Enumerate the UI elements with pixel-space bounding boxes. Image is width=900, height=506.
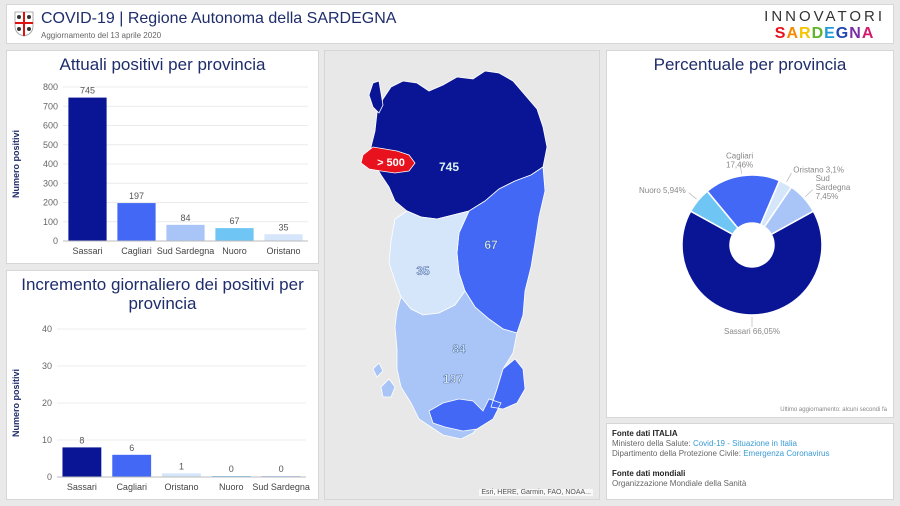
source-label: Ministero della Salute: [612,439,691,448]
y-tick-label: 10 [42,435,52,445]
x-tick-label: Nuoro [222,246,247,256]
bar-oristano[interactable] [264,234,303,241]
y-tick-label: 200 [43,198,58,208]
dashboard-header: COVID-19 | Regione Autonoma della SARDEG… [6,4,894,44]
data-label: 8 [79,435,84,445]
x-tick-label: Cagliari [116,482,147,492]
y-axis-label: Numero positivi [11,130,21,198]
x-tick-label: Sud Sardegna [157,246,215,256]
slice-label: 17,46% [726,160,753,169]
sardinia-map[interactable]: > 500 745 67 35 84 197 Esri, HERE, Garmi… [324,50,600,500]
map-label-nuoro: 67 [484,238,498,252]
bar-sassari[interactable] [62,447,102,477]
bar-sassari[interactable] [68,97,107,242]
source-label: Dipartimento della Protezione Civile: [612,449,741,458]
source-link-protezione-civile[interactable]: Emergenza Coronavirus [743,449,830,458]
slice-leader-line [805,189,813,197]
map-region-asinara [368,80,384,114]
bar-cagliari[interactable] [117,203,156,241]
map-hotspot[interactable] [360,146,416,174]
map-island-san-pietro [372,362,384,378]
map-region-cagliari[interactable] [428,358,526,432]
y-tick-label: 500 [43,140,58,150]
data-label: 0 [229,464,234,474]
data-label: 197 [129,191,144,201]
bar-oristano[interactable] [162,473,201,477]
slice-sassari[interactable] [681,210,823,316]
bar-cagliari[interactable] [112,454,152,477]
data-sources-panel: Fonte dati ITALIA Ministero della Salute… [606,423,894,500]
x-tick-label: Sud Sardegna [252,482,310,492]
slice-label: Nuoro 5,94% [639,186,686,195]
map-attribution[interactable]: Esri, HERE, Garmin, FAO, NOAA... [479,489,593,496]
slice-label: Sud [816,174,830,183]
slice-label: Sardegna [816,183,851,192]
y-tick-label: 800 [43,82,58,92]
slice-label: 7,45% [816,192,839,201]
map-label-sud-sardegna: 84 [452,342,466,356]
x-tick-label: Nuoro [219,482,244,492]
slice-cagliari[interactable] [706,174,781,230]
x-tick-label: Oristano [164,482,198,492]
y-tick-label: 20 [42,398,52,408]
brand-logo[interactable]: INNOVATORI SARDEGNA [764,8,885,42]
chart-title: Incremento giornaliero dei positivi per … [21,275,304,313]
bar-sud-sardegna[interactable] [166,224,205,241]
x-tick-label: Oristano [266,246,300,256]
slice-sud-sardegna[interactable] [763,186,815,236]
daily-increment-chart-panel: Incremento giornaliero dei positivi per … [6,270,319,500]
bar-nuoro[interactable] [215,228,254,241]
data-label: 67 [229,216,239,226]
source-link-ministero[interactable]: Covid-19 - Situazione in Italia [692,439,798,448]
slice-leader-line [786,172,792,182]
active-positives-chart-panel: Attuali positivi per provincia 0 100 200 30… [6,50,319,264]
last-update-note: Ultimo aggiornamento: alcuni secondi fa [780,407,887,413]
y-axis-label: Numero positivi [11,369,21,437]
map-label-hotspot: > 500 [377,157,405,169]
slice-label: Oristano 3,1% [793,166,844,175]
map-label-sassari: 745 [439,160,459,174]
slice-leader-line [739,163,742,174]
data-label: 1 [179,461,184,471]
data-label: 6 [129,443,134,453]
y-tick-label: 0 [47,472,52,482]
source-oms: Organizzazione Mondiale della Sanità [612,479,747,488]
bar-chart: 0 100 200 300 400 500 600 700 800 Numero positivi… [11,82,308,256]
italy-sources-heading: Fonte dati ITALIA [612,429,678,438]
percentage-chart-panel: Percentuale per provincia Sassari 66,05%… [606,50,894,418]
data-label: 35 [278,222,288,232]
data-label: 0 [279,464,284,474]
map-island-sant-antioco [380,378,396,398]
slice-leader-line [688,192,697,200]
y-tick-label: 600 [43,121,58,131]
slice-label: Sassari 66,05% [724,327,780,336]
data-label: 745 [80,86,95,96]
y-tick-label: 300 [43,178,58,188]
x-tick-label: Sassari [72,246,102,256]
slice-label: Cagliari [726,151,753,160]
y-tick-label: 100 [43,217,58,227]
y-tick-label: 0 [53,236,58,246]
y-tick-label: 40 [42,324,52,334]
y-tick-label: 400 [43,159,58,169]
map-label-oristano: 35 [416,264,430,278]
map-label-cagliari: 197 [443,372,463,386]
y-tick-label: 30 [42,361,52,371]
x-tick-label: Sassari [67,482,97,492]
brand-line-2: SARDEGNA [774,25,875,42]
chart-title: Attuali positivi per provincia [59,55,266,74]
data-label: 84 [180,213,190,223]
update-date: Aggiornamento del 13 aprile 2020 [41,31,162,40]
brand-line-1: INNOVATORI [764,8,885,25]
chart-title: Percentuale per provincia [653,55,847,74]
world-sources-heading: Fonte dati mondiali [612,469,686,478]
y-tick-label: 700 [43,101,58,111]
x-tick-label: Cagliari [121,246,152,256]
sardinia-coat-of-arms-icon [14,11,34,37]
province-choropleth[interactable]: > 500 745 67 35 84 197 [325,51,599,499]
page-title: COVID-19 | Regione Autonoma della SARDEG… [41,10,397,27]
